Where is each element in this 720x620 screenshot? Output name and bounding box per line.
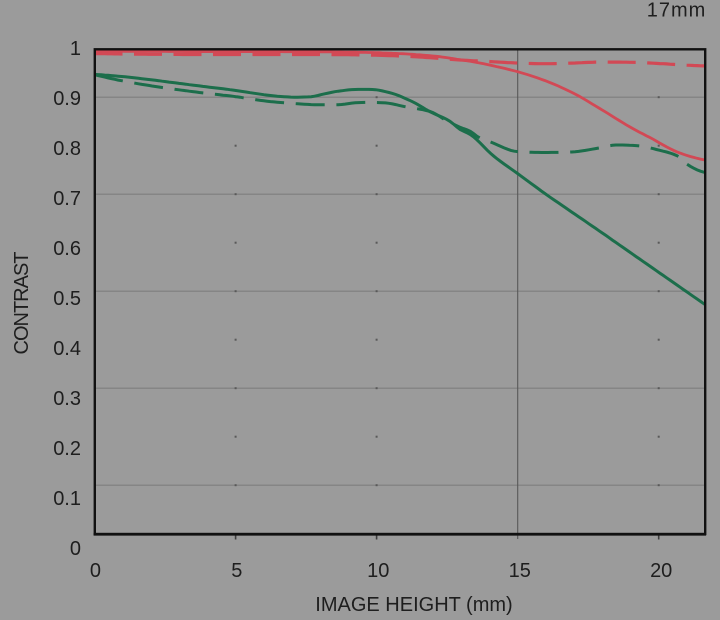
svg-text:0.6: 0.6 bbox=[53, 238, 81, 260]
svg-text:0: 0 bbox=[70, 538, 81, 560]
svg-text:0.7: 0.7 bbox=[53, 188, 81, 210]
svg-text:CONTRAST: CONTRAST bbox=[11, 252, 33, 355]
svg-text:0.2: 0.2 bbox=[53, 438, 81, 460]
svg-text:0.4: 0.4 bbox=[53, 338, 81, 360]
svg-text:IMAGE HEIGHT (mm): IMAGE HEIGHT (mm) bbox=[315, 594, 512, 616]
svg-text:1: 1 bbox=[70, 38, 81, 60]
svg-text:0.9: 0.9 bbox=[53, 88, 81, 110]
svg-text:0.5: 0.5 bbox=[53, 288, 81, 310]
svg-text:0.3: 0.3 bbox=[53, 388, 81, 410]
svg-text:5: 5 bbox=[231, 560, 242, 582]
svg-text:20: 20 bbox=[650, 560, 672, 582]
svg-text:0: 0 bbox=[90, 560, 101, 582]
svg-text:10: 10 bbox=[367, 560, 389, 582]
svg-text:0.8: 0.8 bbox=[53, 138, 81, 160]
svg-text:15: 15 bbox=[509, 560, 531, 582]
svg-text:17mm: 17mm bbox=[647, 0, 707, 22]
svg-text:0.1: 0.1 bbox=[53, 488, 81, 510]
